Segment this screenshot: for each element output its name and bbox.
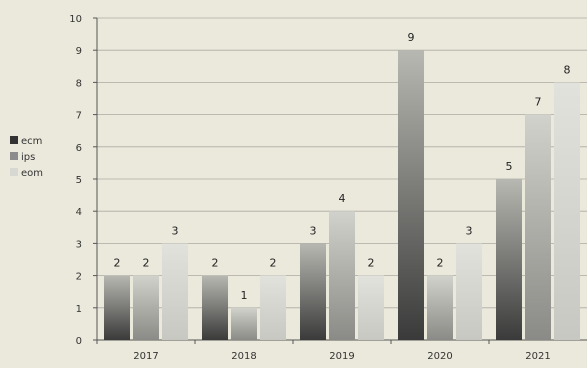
x-tick-label: 2020: [427, 351, 452, 362]
data-labels: 2 2 3 2 1 2 3 4 2 9 2 3 5 7 8: [114, 31, 571, 302]
x-tick-label: 2017: [133, 351, 158, 362]
data-label-eom-2021: 8: [564, 63, 571, 76]
data-label-ecm-2018: 2: [212, 257, 219, 270]
bar-eom-2019: [358, 275, 384, 340]
legend-swatch-ips: [10, 152, 18, 160]
bar-eom-2020: [456, 243, 482, 340]
bar-eom-2021: [554, 82, 580, 341]
bar-ips-2017: [133, 275, 159, 340]
bar-ecm-2021: [496, 179, 522, 340]
legend: ecm ips eom: [10, 136, 43, 179]
legend-label-ips: ips: [21, 152, 35, 163]
data-label-ips-2018: 1: [241, 289, 248, 302]
data-label-ips-2021: 7: [535, 96, 542, 109]
legend-swatch-eom: [10, 168, 18, 176]
y-tick-label: 6: [76, 143, 82, 154]
legend-label-eom: eom: [21, 168, 43, 179]
data-label-ecm-2020: 9: [408, 31, 415, 44]
bar-ips-2021: [525, 114, 551, 340]
x-tick-label: 2021: [525, 351, 550, 362]
data-label-eom-2020: 3: [466, 224, 473, 237]
bar-eom-2017: [162, 243, 188, 340]
y-tick-label: 4: [76, 207, 82, 218]
legend-swatch-ecm: [10, 136, 18, 144]
y-tick-label: 5: [76, 175, 82, 186]
y-tick-label: 1: [76, 304, 82, 315]
data-label-ecm-2019: 3: [310, 224, 317, 237]
data-label-eom-2019: 2: [368, 257, 375, 270]
data-label-ips-2019: 4: [339, 192, 346, 205]
data-label-ecm-2021: 5: [506, 160, 513, 173]
y-tick-label: 0: [76, 336, 82, 347]
data-label-ips-2020: 2: [437, 257, 444, 270]
y-tick-label: 3: [76, 239, 82, 250]
data-label-eom-2018: 2: [270, 257, 277, 270]
y-tick-label: 8: [76, 78, 82, 89]
y-tick-label: 7: [76, 111, 82, 122]
bar-eom-2018: [260, 275, 286, 340]
bar-ecm-2018: [202, 275, 228, 340]
bar-ips-2019: [329, 211, 355, 340]
bar-ecm-2019: [300, 243, 326, 340]
y-tick-label: 2: [76, 272, 82, 283]
data-label-ips-2017: 2: [143, 257, 150, 270]
bar-ips-2018: [231, 307, 257, 340]
axes: 0 1 2 3 4 5 6 7 8 9 10 2017 2018 2019 2020 2021: [69, 14, 587, 362]
data-label-eom-2017: 3: [172, 224, 179, 237]
legend-label-ecm: ecm: [21, 136, 42, 147]
x-tick-label: 2018: [231, 351, 256, 362]
bar-ecm-2017: [104, 275, 130, 340]
x-tick-label: 2019: [329, 351, 354, 362]
bars: [104, 50, 580, 341]
y-tick-label: 10: [69, 14, 82, 25]
bar-ecm-2020: [398, 50, 424, 340]
bar-ips-2020: [427, 275, 453, 340]
y-tick-label: 9: [76, 46, 82, 57]
data-label-ecm-2017: 2: [114, 257, 121, 270]
